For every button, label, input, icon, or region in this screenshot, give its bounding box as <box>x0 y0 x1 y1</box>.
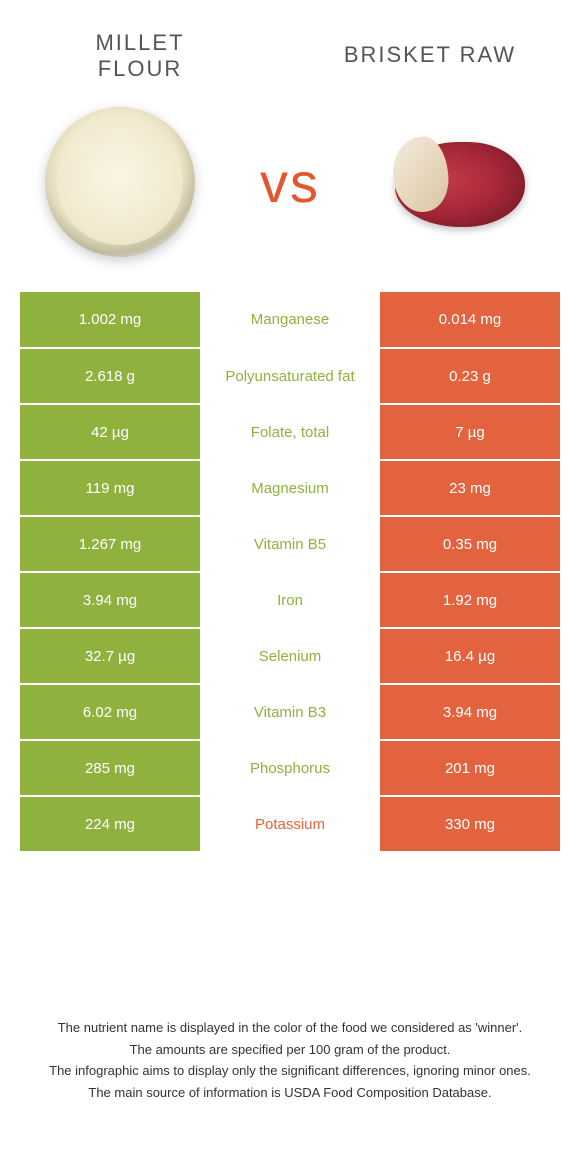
nutrient-name: Folate, total <box>200 404 380 460</box>
left-value: 1.002 mg <box>20 292 200 348</box>
left-food-image <box>40 102 200 262</box>
nutrient-name: Phosphorus <box>200 740 380 796</box>
right-value: 201 mg <box>380 740 560 796</box>
footnote-line: The amounts are specified per 100 gram o… <box>30 1040 550 1060</box>
left-value: 42 µg <box>20 404 200 460</box>
footnote-line: The main source of information is USDA F… <box>30 1083 550 1103</box>
table-row: 6.02 mgVitamin B33.94 mg <box>20 684 560 740</box>
meat-icon <box>385 127 535 237</box>
table-row: 32.7 µgSelenium16.4 µg <box>20 628 560 684</box>
right-value: 0.23 g <box>380 348 560 404</box>
left-value: 119 mg <box>20 460 200 516</box>
footnote-line: The infographic aims to display only the… <box>30 1061 550 1081</box>
nutrient-name: Potassium <box>200 796 380 852</box>
header: Millet flour Brisket raw <box>0 0 580 92</box>
table-row: 3.94 mgIron1.92 mg <box>20 572 560 628</box>
right-value: 0.35 mg <box>380 516 560 572</box>
images-row: vs <box>0 92 580 292</box>
nutrient-name: Magnesium <box>200 460 380 516</box>
table-row: 42 µgFolate, total7 µg <box>20 404 560 460</box>
vs-label: vs <box>260 150 320 215</box>
left-value: 6.02 mg <box>20 684 200 740</box>
footnotes: The nutrient name is displayed in the co… <box>0 1018 580 1104</box>
left-value: 224 mg <box>20 796 200 852</box>
nutrient-name: Vitamin B3 <box>200 684 380 740</box>
left-value: 3.94 mg <box>20 572 200 628</box>
nutrient-table: 1.002 mgManganese0.014 mg2.618 gPolyunsa… <box>20 292 560 853</box>
nutrient-name: Vitamin B5 <box>200 516 380 572</box>
nutrient-name: Polyunsaturated fat <box>200 348 380 404</box>
nutrient-name: Manganese <box>200 292 380 348</box>
right-value: 0.014 mg <box>380 292 560 348</box>
right-value: 3.94 mg <box>380 684 560 740</box>
left-value: 285 mg <box>20 740 200 796</box>
left-food-title: Millet flour <box>50 30 230 82</box>
table-row: 285 mgPhosphorus201 mg <box>20 740 560 796</box>
nutrient-name: Selenium <box>200 628 380 684</box>
left-value: 1.267 mg <box>20 516 200 572</box>
table-row: 2.618 gPolyunsaturated fat0.23 g <box>20 348 560 404</box>
table-row: 1.267 mgVitamin B50.35 mg <box>20 516 560 572</box>
table-row: 1.002 mgManganese0.014 mg <box>20 292 560 348</box>
right-food-title: Brisket raw <box>330 42 530 68</box>
right-food-image <box>380 102 540 262</box>
left-value: 32.7 µg <box>20 628 200 684</box>
footnote-line: The nutrient name is displayed in the co… <box>30 1018 550 1038</box>
nutrient-name: Iron <box>200 572 380 628</box>
flour-bowl-icon <box>45 107 195 257</box>
table-row: 224 mgPotassium330 mg <box>20 796 560 852</box>
right-value: 7 µg <box>380 404 560 460</box>
left-value: 2.618 g <box>20 348 200 404</box>
right-value: 23 mg <box>380 460 560 516</box>
right-value: 16.4 µg <box>380 628 560 684</box>
table-row: 119 mgMagnesium23 mg <box>20 460 560 516</box>
right-value: 1.92 mg <box>380 572 560 628</box>
right-value: 330 mg <box>380 796 560 852</box>
